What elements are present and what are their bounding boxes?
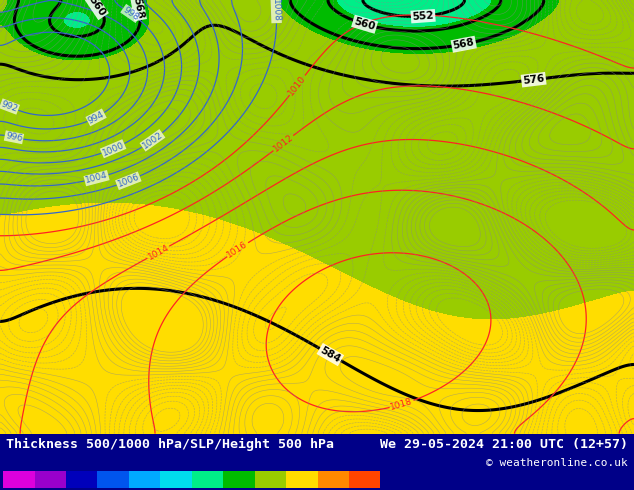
- Bar: [191, 471, 223, 488]
- Text: 1012: 1012: [271, 133, 295, 154]
- Text: © weatheronline.co.uk: © weatheronline.co.uk: [486, 458, 628, 468]
- Bar: [223, 471, 255, 488]
- Bar: [160, 471, 191, 488]
- Bar: [98, 471, 129, 488]
- Text: 584: 584: [318, 345, 342, 365]
- Text: 996: 996: [4, 131, 23, 144]
- Text: 1004: 1004: [84, 171, 109, 185]
- Text: 560: 560: [353, 16, 377, 32]
- Text: Thickness 500/1000 hPa/SLP/Height 500 hPa: Thickness 500/1000 hPa/SLP/Height 500 hP…: [6, 438, 334, 451]
- Bar: [3, 471, 35, 488]
- Bar: [255, 471, 286, 488]
- Bar: [129, 471, 160, 488]
- Text: We 29-05-2024 21:00 UTC (12+57): We 29-05-2024 21:00 UTC (12+57): [380, 438, 628, 451]
- Text: 576: 576: [522, 74, 545, 86]
- Text: 994: 994: [86, 109, 106, 125]
- Text: 560: 560: [87, 0, 107, 18]
- Text: 1018: 1018: [389, 397, 414, 412]
- Text: 552: 552: [412, 10, 434, 22]
- Text: 1010: 1010: [287, 74, 308, 97]
- Bar: [286, 471, 318, 488]
- Text: 568: 568: [452, 37, 476, 51]
- Bar: [349, 471, 380, 488]
- Text: 1016: 1016: [226, 240, 250, 260]
- Text: 1002: 1002: [141, 130, 164, 150]
- Text: 992: 992: [0, 99, 19, 114]
- Bar: [66, 471, 98, 488]
- Bar: [35, 471, 66, 488]
- Text: 1008: 1008: [271, 0, 281, 23]
- Text: 568: 568: [132, 0, 145, 20]
- Text: 1000: 1000: [101, 140, 126, 157]
- Text: 1014: 1014: [146, 243, 171, 262]
- Text: 1006: 1006: [116, 172, 141, 189]
- Bar: [318, 471, 349, 488]
- Text: 998: 998: [121, 5, 141, 22]
